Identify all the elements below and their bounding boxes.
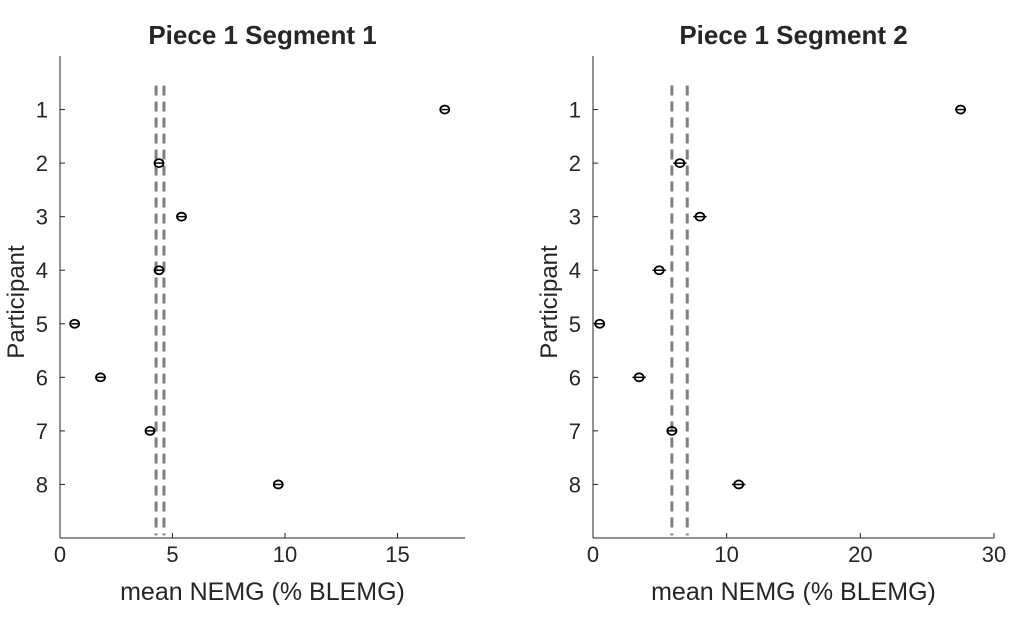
data-point (733, 479, 745, 490)
x-tick-label: 30 (982, 542, 1006, 567)
data-point (666, 425, 678, 436)
y-tick-label: 4 (36, 258, 48, 283)
data-point (153, 265, 165, 276)
y-axis-label: Participant (536, 245, 563, 359)
y-tick-label: 1 (569, 98, 581, 123)
data-point (176, 211, 187, 222)
x-axis-label: mean NEMG (% BLEMG) (120, 578, 405, 606)
data-point (694, 211, 706, 222)
data-point (674, 158, 686, 169)
x-tick-label: 10 (273, 542, 297, 567)
y-tick-label: 3 (36, 205, 48, 230)
subplot-1: Piece 1 Segment 1 0 5 10 15 1 2 3 4 5 6 7 8 mean NEMG… (3, 20, 465, 606)
y-tick-label: 1 (36, 98, 48, 123)
x-tick-label: 20 (848, 542, 872, 567)
y-tick-label: 2 (36, 151, 48, 176)
x-tick-label: 0 (587, 542, 599, 567)
data-point (633, 372, 645, 383)
x-tick-label: 0 (54, 542, 66, 567)
subplot-2: Piece 1 Segment 2 0 10 20 30 1 2 3 4 5 6 7 8 mean NEM… (536, 20, 1006, 606)
y-axis-label: Participant (3, 245, 30, 359)
data-point (95, 372, 106, 383)
chart-title: Piece 1 Segment 1 (148, 20, 376, 50)
data-point (653, 265, 665, 276)
y-tick-label: 4 (569, 258, 581, 283)
y-tick-label: 8 (569, 472, 581, 497)
y-tick-label: 6 (36, 365, 48, 390)
x-tick-label: 15 (385, 542, 409, 567)
y-tick-label: 7 (36, 419, 48, 444)
data-point (144, 425, 156, 436)
y-tick-label: 2 (569, 151, 581, 176)
data-point (955, 104, 966, 115)
chart-title: Piece 1 Segment 2 (679, 20, 907, 50)
y-tick-label: 7 (569, 419, 581, 444)
y-tick-label: 3 (569, 205, 581, 230)
data-point (439, 104, 451, 115)
data-point (153, 158, 165, 169)
data-point (69, 318, 81, 329)
data-point (594, 318, 606, 329)
x-tick-label: 10 (714, 542, 738, 567)
x-axis-label: mean NEMG (% BLEMG) (651, 578, 936, 606)
y-tick-label: 5 (569, 312, 581, 337)
data-point (272, 479, 284, 490)
y-tick-label: 5 (36, 312, 48, 337)
y-tick-label: 6 (569, 365, 581, 390)
y-tick-label: 8 (36, 472, 48, 497)
x-tick-label: 5 (166, 542, 178, 567)
